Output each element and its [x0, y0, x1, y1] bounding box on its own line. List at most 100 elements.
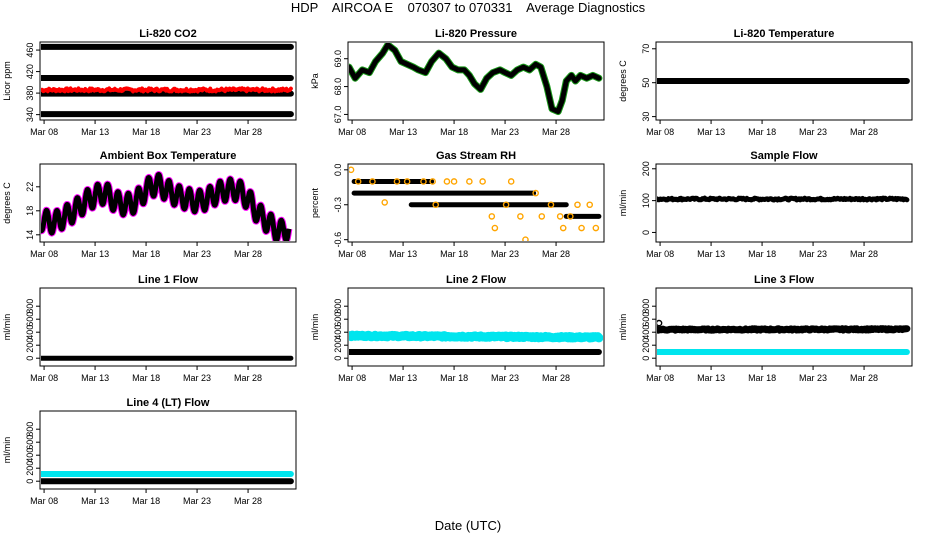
- x-tick-label: Mar 13: [81, 127, 109, 137]
- data-point: [547, 201, 555, 209]
- y-axis-label: Licor ppm: [2, 61, 12, 101]
- data-point: [517, 213, 524, 220]
- series-trace: [657, 325, 911, 334]
- data-point: [522, 236, 529, 241]
- x-tick-label: Mar 13: [81, 373, 109, 383]
- x-tick-label: Mar 18: [748, 249, 776, 259]
- data-point: [507, 178, 515, 185]
- x-tick-label: Mar 23: [183, 496, 211, 506]
- panel-title: Line 3 Flow: [754, 274, 814, 286]
- x-tick-label: Mar 13: [389, 127, 417, 137]
- x-tick-label: Mar 08: [30, 373, 58, 383]
- panel-title: Gas Stream RH: [436, 150, 516, 162]
- data-layer: [349, 330, 603, 356]
- x-tick-label: Mar 23: [799, 127, 827, 137]
- x-tick-label: Mar 13: [81, 496, 109, 506]
- x-tick-label: Mar 23: [799, 249, 827, 259]
- x-tick-label: Mar 13: [389, 373, 417, 383]
- x-tick-label: Mar 08: [646, 373, 674, 383]
- x-tick-label: Mar 18: [440, 373, 468, 383]
- panel-title: Li-820 Pressure: [435, 28, 517, 40]
- x-tick-label: Mar 28: [850, 373, 878, 383]
- y-tick-label: 50: [641, 78, 651, 88]
- x-tick-label: Mar 08: [30, 496, 58, 506]
- data-point: [450, 178, 458, 185]
- y-tick-label: 460: [25, 43, 35, 58]
- y-tick-label: 380: [25, 86, 35, 101]
- y-tick-label: 200: [25, 338, 35, 353]
- panel-title: Line 2 Flow: [446, 274, 506, 286]
- plot-frame: [655, 287, 913, 367]
- series-rh-a: [351, 178, 602, 219]
- y-tick-label: 22: [25, 182, 35, 192]
- series-line: [41, 172, 292, 241]
- y-tick-label: 30: [641, 112, 651, 122]
- y-tick-label: 0: [25, 479, 35, 484]
- x-tick-label: Mar 23: [799, 373, 827, 383]
- plot-frame: [655, 41, 913, 121]
- x-tick-label: Mar 28: [850, 127, 878, 137]
- data-layer: [657, 319, 911, 356]
- y-tick-label: 600: [641, 312, 651, 327]
- data-layer: [41, 171, 293, 241]
- data-point: [491, 224, 499, 232]
- data-point: [369, 178, 376, 185]
- x-tick-label: Mar 18: [748, 373, 776, 383]
- x-tick-label: Mar 23: [183, 249, 211, 259]
- data-point: [429, 178, 436, 185]
- data-point: [393, 178, 401, 185]
- data-point: [559, 224, 567, 232]
- x-tick-label: Mar 13: [697, 249, 725, 259]
- x-tick-label: Mar 28: [234, 127, 262, 137]
- x-tick-label: Mar 28: [542, 373, 570, 383]
- x-tick-label: Mar 28: [850, 249, 878, 259]
- data-layer: [349, 43, 603, 116]
- x-tick-label: Mar 18: [440, 249, 468, 259]
- x-tick-label: Mar 08: [338, 249, 366, 259]
- y-tick-label: -0.6: [333, 232, 343, 248]
- panel-title: Line 1 Flow: [138, 274, 198, 286]
- series-line3-flow-start: [657, 319, 663, 327]
- data-layer: [657, 195, 910, 203]
- y-tick-label: 400: [25, 325, 35, 340]
- series-line: [349, 43, 602, 115]
- plot-frame: [39, 287, 297, 367]
- series-co2-ambient: [41, 86, 293, 94]
- y-tick-label: 340: [25, 107, 35, 122]
- x-tick-label: Mar 08: [338, 373, 366, 383]
- data-point: [432, 201, 440, 209]
- y-tick-label: 600: [333, 312, 343, 327]
- x-tick-label: Mar 13: [81, 249, 109, 259]
- y-tick-label: 0: [641, 230, 651, 235]
- x-tick-label: Mar 13: [697, 127, 725, 137]
- x-tick-label: Mar 08: [30, 127, 58, 137]
- x-tick-label: Mar 18: [132, 249, 160, 259]
- series-trace: [349, 330, 603, 343]
- y-tick-label: 200: [333, 338, 343, 353]
- panel-title: Ambient Box Temperature: [100, 150, 237, 162]
- x-tick-label: Mar 08: [646, 127, 674, 137]
- series-sample-flow: [657, 195, 910, 203]
- data-point: [403, 178, 411, 185]
- y-tick-label: 600: [25, 312, 35, 327]
- data-layer: [41, 471, 294, 485]
- series-rh-b: [349, 166, 600, 241]
- y-tick-label: 420: [25, 64, 35, 79]
- panel-2: Li-820 Pressure kPa 67.0 68.0 69.0 Mar 08 Mar …: [310, 28, 605, 137]
- panel-title: Sample Flow: [750, 150, 818, 162]
- y-axis-label: ml/min: [2, 314, 12, 341]
- y-tick-label: 400: [25, 448, 35, 463]
- plot-frame: [39, 163, 297, 243]
- y-tick-label: 800: [25, 299, 35, 314]
- panel-title: Li-820 CO2: [139, 28, 196, 40]
- data-point: [349, 166, 355, 174]
- y-tick-label: 0.0: [333, 164, 343, 177]
- panel-4: Ambient Box Temperature degrees C 14 18 22 Ma…: [2, 150, 297, 259]
- data-point: [381, 199, 389, 206]
- page-title: HDP AIRCOA E 070307 to 070331 Average Di…: [290, 0, 646, 15]
- x-tick-label: Mar 08: [338, 127, 366, 137]
